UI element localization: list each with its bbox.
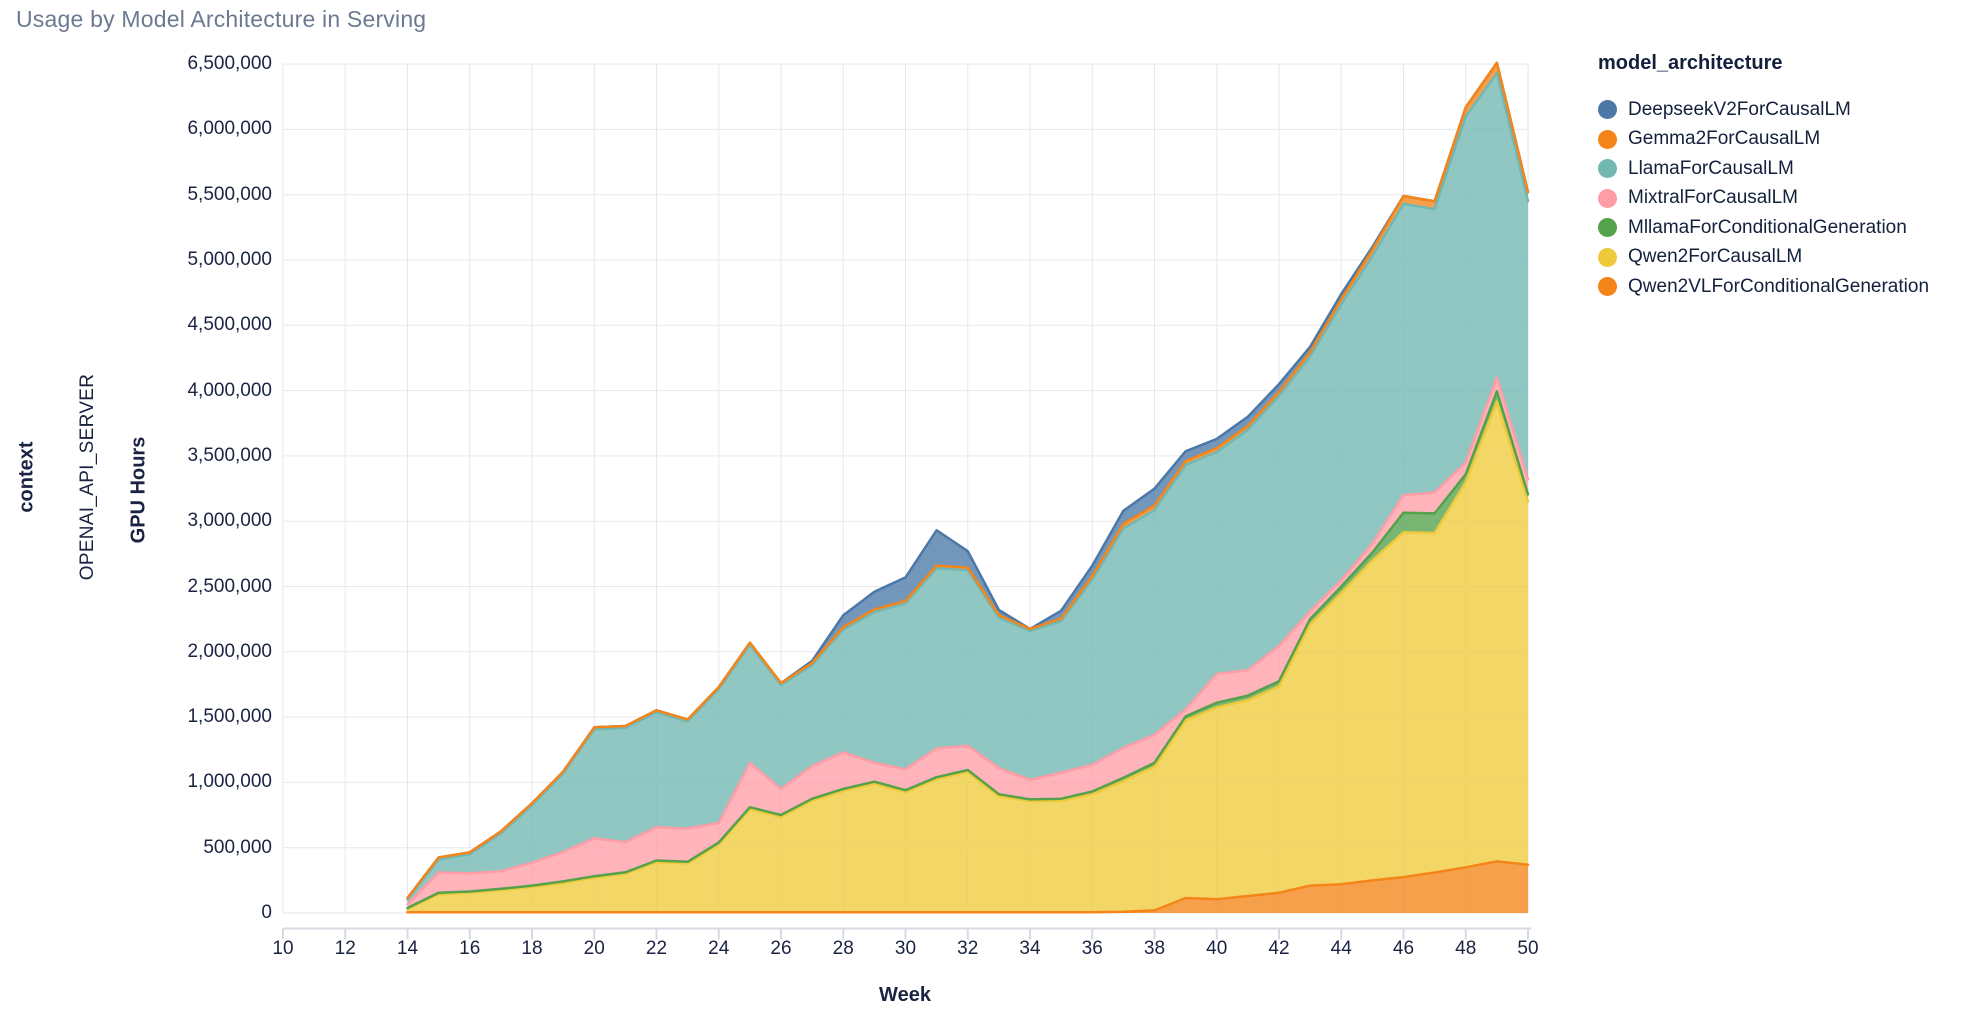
legend-swatch-icon: [1598, 159, 1617, 179]
legend-swatch-icon: [1598, 129, 1617, 149]
y-tick-label: 1,500,000: [187, 706, 272, 728]
legend-item-Gemma2ForCausalLM: Gemma2ForCausalLM: [1598, 125, 1970, 155]
x-tick-label: 40: [1206, 938, 1228, 959]
y-tick-label: 1,000,000: [187, 771, 272, 793]
legend-swatch-icon: [1598, 218, 1617, 238]
area-Qwen2ForCausalLM: [407, 401, 1528, 913]
x-tick-label: 48: [1455, 938, 1477, 959]
y-tick-label: 3,500,000: [187, 444, 272, 466]
x-tick-label: 28: [832, 938, 854, 959]
legend-item-label: LlamaForCausalLM: [1628, 157, 1794, 179]
x-tick-label: 26: [770, 938, 792, 959]
outline-MixtralForCausalLM: [406, 376, 1530, 906]
legend-swatch-icon: [1598, 247, 1617, 267]
x-tick-label: 20: [583, 938, 605, 959]
y-tick-label: 5,000,000: [187, 249, 272, 270]
x-tick-label: 44: [1330, 938, 1352, 959]
x-tick-label: 22: [645, 938, 668, 959]
legend-swatch-icon: [1598, 188, 1617, 208]
x-tick-label: 16: [459, 938, 481, 959]
x-axis: [282, 927, 1531, 940]
legend-item-DeepseekV2ForCausalLM: DeepseekV2ForCausalLM: [1598, 95, 1970, 125]
y-tick-label: 2,000,000: [187, 640, 272, 662]
x-tick-label: 38: [1143, 938, 1166, 959]
outline-Qwen2VLForConditionalGeneration: [406, 860, 1530, 914]
legend-title: model_architecture: [1598, 52, 1783, 74]
area-LlamaForCausalLM: [407, 73, 1528, 905]
x-axis-title: Week: [879, 984, 931, 1006]
chart-title: Usage by Model Architecture in Serving: [16, 6, 427, 32]
area-outlines: [406, 61, 1530, 914]
outline-Qwen2ForCausalLM: [406, 400, 1530, 911]
outline-MllamaForConditionalGeneration: [406, 390, 1530, 910]
x-tick-label: 14: [396, 938, 419, 959]
y-tick-label: 500,000: [203, 836, 272, 858]
x-tick-label: 46: [1392, 938, 1415, 959]
legend-item-label: Qwen2VLForConditionalGeneration: [1628, 275, 1930, 297]
legend: model_architecture DeepseekV2ForCausalLM…: [1598, 52, 1970, 302]
x-tick-label: 34: [1019, 938, 1041, 959]
legend-item-Qwen2ForCausalLM: Qwen2ForCausalLM: [1598, 243, 1970, 273]
legend-item-label: Gemma2ForCausalLM: [1628, 128, 1821, 150]
legend-item-label: MixtralForCausalLM: [1628, 187, 1798, 209]
y-tick-label: 5,500,000: [187, 183, 272, 205]
x-tick-label: 18: [521, 938, 543, 959]
x-tick-label: 50: [1517, 938, 1539, 959]
area-Qwen2VLForConditionalGeneration: [407, 861, 1528, 913]
y-tick-label: 6,500,000: [187, 53, 272, 75]
legend-items: DeepseekV2ForCausalLM Gemma2ForCausalLM Ll…: [1598, 95, 1970, 302]
y-tick-label: 4,000,000: [187, 379, 272, 401]
x-tick-label: 32: [957, 938, 979, 959]
legend-item-MllamaForConditionalGeneration: MllamaForConditionalGeneration: [1598, 213, 1970, 243]
x-tick-label: 12: [334, 938, 356, 959]
y-tick-label: 3,000,000: [187, 510, 272, 532]
legend-swatch-icon: [1598, 100, 1617, 120]
x-tick-label: 36: [1081, 938, 1103, 959]
x-tick-label: 24: [708, 938, 730, 959]
y-tick-label: 0: [261, 902, 272, 923]
y-tick-label: 6,000,000: [187, 118, 272, 140]
legend-item-label: Qwen2ForCausalLM: [1628, 246, 1803, 268]
x-tick-label: 10: [272, 938, 294, 959]
legend-item-label: MllamaForConditionalGeneration: [1628, 216, 1907, 238]
x-tick-label: 42: [1268, 938, 1290, 959]
legend-swatch-icon: [1598, 277, 1617, 297]
legend-item-MixtralForCausalLM: MixtralForCausalLM: [1598, 184, 1970, 214]
x-tick-label: 30: [894, 938, 917, 959]
y-tick-label: 4,500,000: [187, 314, 272, 336]
legend-item-Qwen2VLForConditionalGeneration: Qwen2VLForConditionalGeneration: [1598, 272, 1970, 302]
legend-item-label: DeepseekV2ForCausalLM: [1628, 98, 1851, 120]
outline-Gemma2ForCausalLM: [406, 61, 1530, 900]
legend-item-LlamaForCausalLM: LlamaForCausalLM: [1598, 154, 1970, 184]
y-tick-label: 2,500,000: [187, 575, 272, 597]
